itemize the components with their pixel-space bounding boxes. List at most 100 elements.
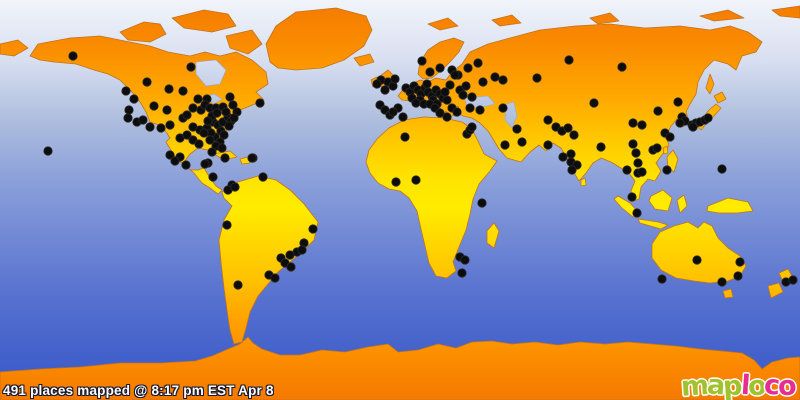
place-dot: [558, 152, 568, 162]
place-dot: [164, 84, 174, 94]
place-dot: [622, 165, 632, 175]
place-dot: [517, 137, 527, 147]
place-dot: [221, 107, 231, 117]
place-dot: [569, 130, 579, 140]
land-hokkaido: [713, 91, 727, 104]
place-dot: [411, 175, 421, 185]
place-dot: [498, 103, 508, 113]
land-eurasia: [397, 23, 763, 202]
place-dot: [222, 220, 232, 230]
place-dot: [703, 113, 713, 123]
place-dot: [224, 121, 234, 131]
place-dot: [417, 56, 427, 66]
place-dot: [208, 172, 218, 182]
place-dot: [673, 97, 683, 107]
logo-letter: o: [777, 370, 797, 400]
land-franz-josef: [491, 14, 522, 27]
place-dot: [228, 100, 238, 110]
place-dot: [181, 160, 191, 170]
land-south-america: [218, 175, 319, 345]
land-sakhalin: [705, 73, 715, 95]
land-africa: [365, 116, 498, 279]
place-dot: [589, 98, 599, 108]
place-dot: [193, 94, 203, 104]
land-borneo: [648, 189, 673, 212]
place-dot: [633, 158, 643, 168]
place-dot: [564, 55, 574, 65]
place-dot: [631, 148, 641, 158]
place-dot: [247, 153, 257, 163]
place-dot: [142, 77, 152, 87]
place-dot: [653, 106, 663, 116]
land-australia: [651, 221, 747, 284]
place-dot: [627, 192, 637, 202]
place-dot: [457, 268, 467, 278]
land-iceland: [353, 53, 375, 67]
place-dot: [156, 123, 166, 133]
place-dot: [182, 130, 192, 140]
place-dot: [124, 105, 134, 115]
place-dot: [229, 113, 239, 123]
land-java: [637, 218, 669, 230]
place-dot: [665, 132, 675, 142]
place-dot: [258, 172, 268, 182]
place-dot: [632, 208, 642, 218]
place-dot: [186, 62, 196, 72]
place-dot: [149, 101, 159, 111]
place-dot: [440, 87, 450, 97]
land-sulawesi: [676, 194, 688, 214]
place-dot: [165, 150, 175, 160]
place-dot: [199, 128, 209, 138]
place-dot: [478, 77, 488, 87]
place-dot: [500, 140, 510, 150]
place-dot: [567, 165, 577, 175]
place-dot: [657, 274, 667, 284]
place-dot: [297, 245, 307, 255]
place-dot: [391, 177, 401, 187]
place-dot: [43, 146, 53, 156]
place-dot: [628, 118, 638, 128]
place-dot: [255, 98, 265, 108]
place-dot: [200, 159, 210, 169]
land-madagascar: [486, 222, 500, 249]
land-nz-south: [767, 282, 784, 299]
land-greenland: [265, 7, 373, 71]
place-dot: [566, 149, 576, 159]
hudson-bay: [195, 59, 227, 87]
place-dot: [270, 273, 280, 283]
place-dot: [435, 63, 445, 73]
land-arctic-island-1: [119, 21, 167, 43]
place-dot: [445, 80, 455, 90]
place-dot: [692, 255, 702, 265]
place-dot: [219, 130, 229, 140]
logo-letter: m: [679, 370, 709, 400]
land-wrangel-corner: [771, 5, 800, 19]
land-chukotka-wrap: [0, 39, 29, 57]
place-dot: [477, 198, 487, 208]
place-dot: [388, 107, 398, 117]
land-taiwan: [662, 145, 669, 155]
place-dot: [498, 75, 508, 85]
place-dot: [463, 63, 473, 73]
land-svalbard: [427, 17, 459, 31]
land-antarctica: [0, 336, 800, 400]
place-dot: [194, 139, 204, 149]
place-dot: [467, 92, 477, 102]
place-dot: [398, 112, 408, 122]
place-dot: [475, 105, 485, 115]
land-new-guinea: [706, 197, 754, 214]
place-dot: [465, 103, 475, 113]
place-dot: [390, 74, 400, 84]
place-dot: [138, 115, 148, 125]
place-dot: [285, 250, 295, 260]
place-dot: [207, 147, 217, 157]
place-dot: [129, 94, 139, 104]
place-dot: [717, 277, 727, 287]
place-dot: [203, 116, 213, 126]
place-dot: [205, 135, 215, 145]
place-dot: [637, 167, 647, 177]
maploco-logo[interactable]: maploco: [679, 369, 797, 400]
status-text: 491 places mapped @ 8:17 pm EST Apr 8: [3, 383, 274, 398]
